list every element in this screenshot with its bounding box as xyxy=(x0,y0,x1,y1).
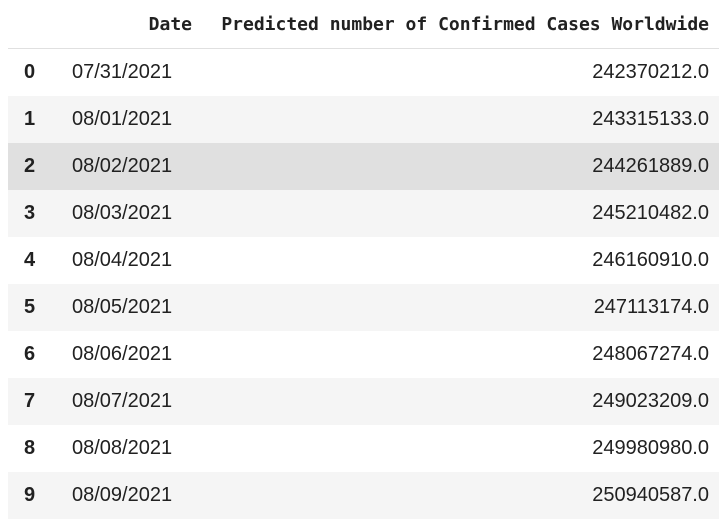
row-index: 2 xyxy=(24,155,36,177)
date-cell: 08/02/2021 xyxy=(72,155,173,177)
date-cell: 08/09/2021 xyxy=(72,484,173,506)
table-header: Date Predicted number of Confirmed Cases… xyxy=(8,0,719,49)
cases-cell: 245210482.0 xyxy=(592,202,709,224)
header-row: Date Predicted number of Confirmed Cases… xyxy=(8,0,719,49)
table-row: 2 08/02/2021 244261889.0 xyxy=(8,143,719,190)
date-column-header: Date xyxy=(60,0,202,49)
date-cell: 07/31/2021 xyxy=(72,61,173,83)
cases-cell: 248067274.0 xyxy=(592,343,709,365)
date-cell: 08/03/2021 xyxy=(72,202,173,224)
cases-cell: 243315133.0 xyxy=(592,108,709,130)
table-row: 8 08/08/2021 249980980.0 xyxy=(8,425,719,472)
table-row: 7 08/07/2021 249023209.0 xyxy=(8,378,719,425)
row-index: 8 xyxy=(24,437,36,459)
table-row: 3 08/03/2021 245210482.0 xyxy=(8,190,719,237)
row-index: 9 xyxy=(24,484,36,506)
index-column-header xyxy=(8,0,60,49)
cases-cell: 246160910.0 xyxy=(592,249,709,271)
row-index: 1 xyxy=(24,108,36,130)
dataframe-table: Date Predicted number of Confirmed Cases… xyxy=(8,0,719,519)
table-row: 1 08/01/2021 243315133.0 xyxy=(8,96,719,143)
row-index: 4 xyxy=(24,249,36,271)
cases-cell: 250940587.0 xyxy=(592,484,709,506)
cases-cell: 244261889.0 xyxy=(592,155,709,177)
date-cell: 08/01/2021 xyxy=(72,108,173,130)
date-cell: 08/08/2021 xyxy=(72,437,173,459)
cases-cell: 249980980.0 xyxy=(592,437,709,459)
row-index: 5 xyxy=(24,296,36,318)
cases-cell: 249023209.0 xyxy=(592,390,709,412)
date-cell: 08/05/2021 xyxy=(72,296,173,318)
row-index: 6 xyxy=(24,343,36,365)
table-row: 0 07/31/2021 242370212.0 xyxy=(8,49,719,97)
date-cell: 08/06/2021 xyxy=(72,343,173,365)
date-cell: 08/07/2021 xyxy=(72,390,173,412)
cases-column-header: Predicted number of Confirmed Cases Worl… xyxy=(202,0,719,49)
table-row: 4 08/04/2021 246160910.0 xyxy=(8,237,719,284)
table-row: 5 08/05/2021 247113174.0 xyxy=(8,284,719,331)
row-index: 3 xyxy=(24,202,36,224)
cases-cell: 242370212.0 xyxy=(592,61,709,83)
row-index: 0 xyxy=(24,61,36,83)
table-row: 9 08/09/2021 250940587.0 xyxy=(8,472,719,519)
date-cell: 08/04/2021 xyxy=(72,249,173,271)
table-body: 0 07/31/2021 242370212.0 1 08/01/2021 24… xyxy=(8,49,719,519)
cases-cell: 247113174.0 xyxy=(593,296,709,318)
row-index: 7 xyxy=(24,390,36,412)
table-row: 6 08/06/2021 248067274.0 xyxy=(8,331,719,378)
